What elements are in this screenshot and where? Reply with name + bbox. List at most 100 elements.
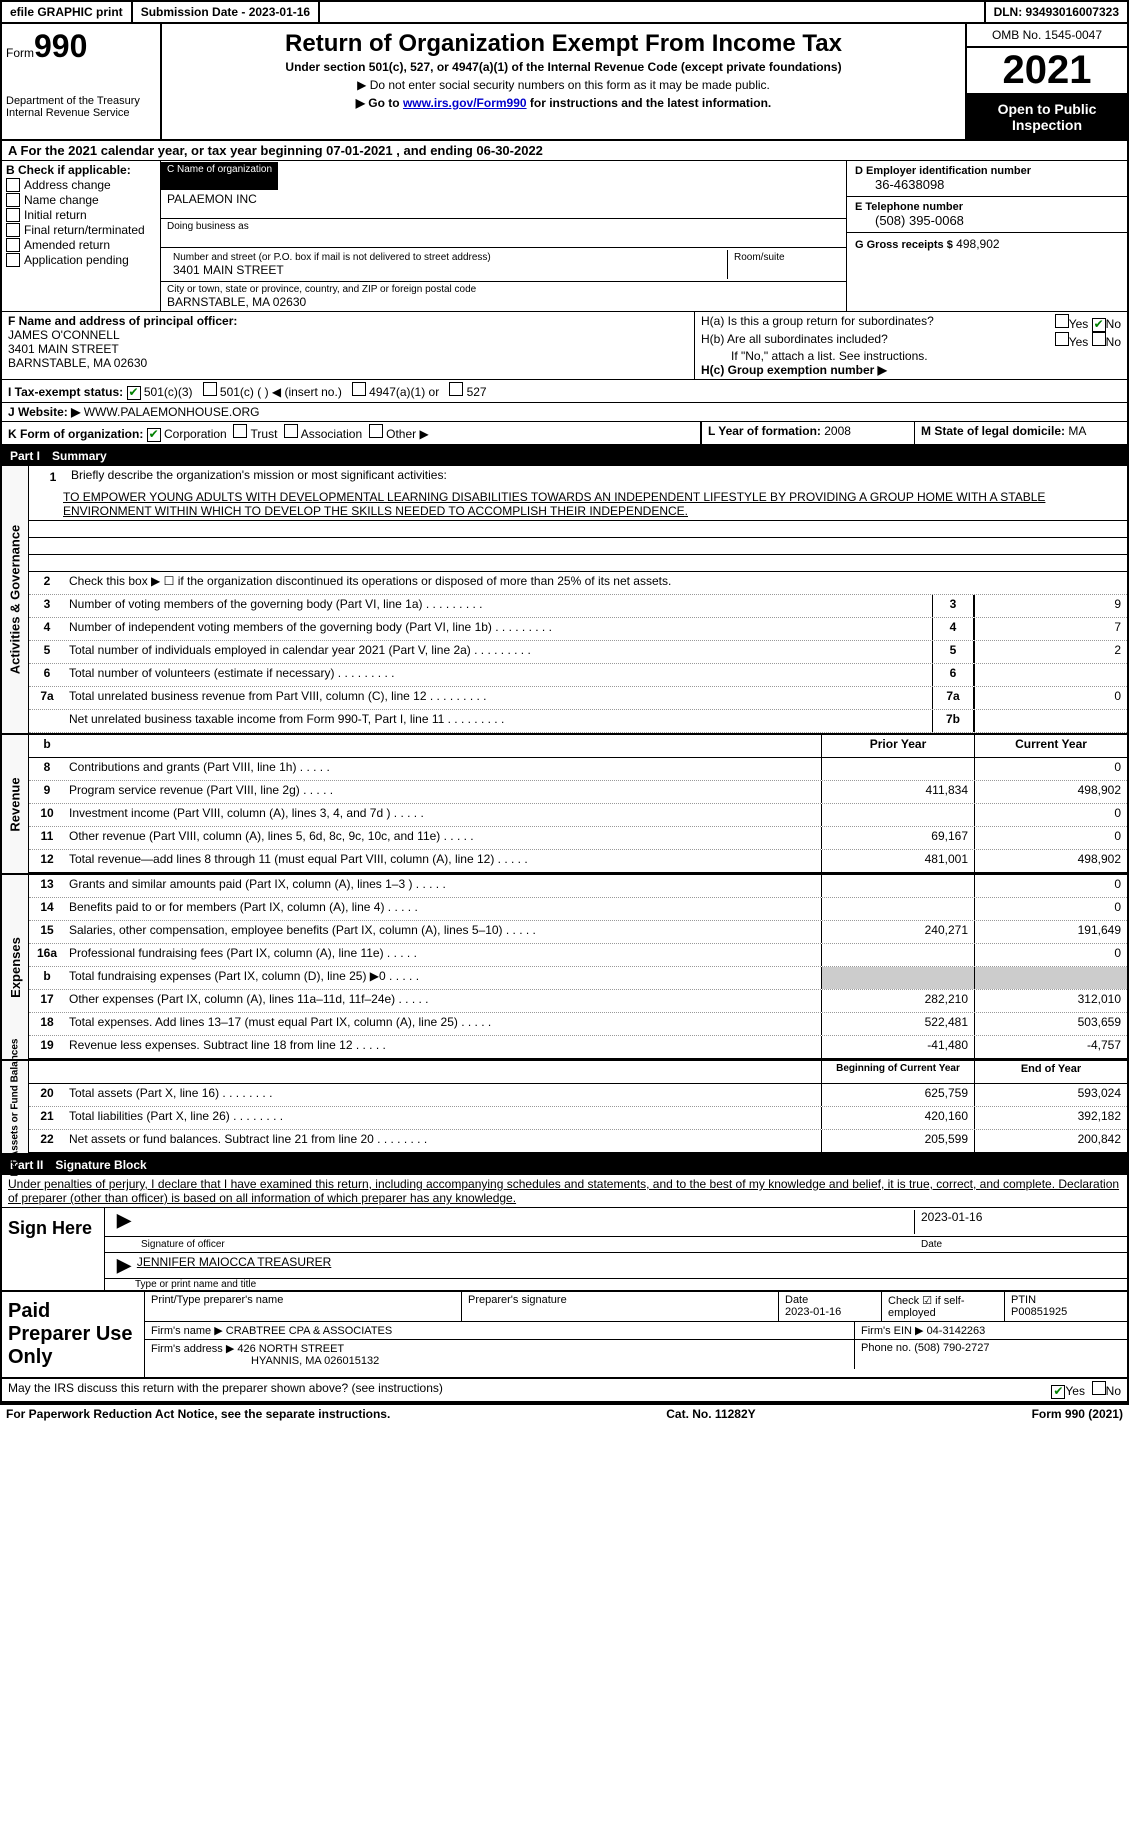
section-b-header: B Check if applicable: [6,163,156,177]
gross-value: 498,902 [956,237,999,251]
footer-right: Form 990 (2021) [1032,1407,1123,1421]
signer-name: JENNIFER MAIOCCA TREASURER [137,1255,331,1276]
website-label: J Website: ▶ [8,405,80,419]
declaration: Under penalties of perjury, I declare th… [0,1175,1129,1207]
officer-addr1: 3401 MAIN STREET [8,342,688,356]
section-f: F Name and address of principal officer:… [2,312,695,379]
cb-501c[interactable] [203,382,217,396]
name-title-label: Type or print name and title [105,1279,1127,1290]
current-year-header: Current Year [974,735,1127,757]
part1-label: Part I [10,449,40,463]
phone-label: E Telephone number [855,201,1119,213]
discuss-row: May the IRS discuss this return with the… [0,1379,1129,1403]
sign-block: Sign Here ▶ 2023-01-16 Signature of offi… [0,1207,1129,1292]
cb-4947[interactable] [352,382,366,396]
tax-year: 2021 [967,48,1127,95]
officer-label: F Name and address of principal officer: [8,314,688,328]
begin-year-header: Beginning of Current Year [821,1061,974,1083]
org-name: PALAEMON INC [167,192,840,206]
city-label: City or town, state or province, country… [167,284,840,295]
summary-line: Net unrelated business taxable income fr… [29,710,1127,733]
revenue-line: 9 Program service revenue (Part VIII, li… [29,781,1127,804]
form-header: Form990 Department of the Treasury Inter… [0,24,1129,141]
efile-print[interactable]: efile GRAPHIC print [2,2,133,22]
cb-amended[interactable]: Amended return [6,238,156,252]
section-b: B Check if applicable: Address change Na… [2,161,161,311]
part2-title: Signature Block [55,1158,146,1172]
room-label: Room/suite [734,252,834,263]
gross-label: G Gross receipts $ [855,239,953,251]
calendar-year: A For the 2021 calendar year, or tax yea… [0,141,1129,161]
hc-label: H(c) Group exemption number ▶ [701,363,1121,377]
cb-527[interactable] [449,382,463,396]
row-j: J Website: ▶ WWW.PALAEMONHOUSE.ORG [0,403,1129,422]
officer-addr2: BARNSTABLE, MA 02630 [8,356,688,370]
phone-value: (508) 395-0068 [855,213,1119,228]
netasset-line: 20 Total assets (Part X, line 16) . . . … [29,1084,1127,1107]
submission-date: Submission Date - 2023-01-16 [133,2,320,22]
preparer-block: Paid Preparer Use Only Print/Type prepar… [0,1292,1129,1379]
cb-corp[interactable] [147,428,161,442]
sign-here-label: Sign Here [2,1208,105,1290]
section-h: H(a) Is this a group return for subordin… [695,312,1127,379]
cb-final-return[interactable]: Final return/terminated [6,223,156,237]
state-domicile: MA [1068,424,1086,438]
expense-line: b Total fundraising expenses (Part IX, c… [29,967,1127,990]
summary-line: 3 Number of voting members of the govern… [29,595,1127,618]
cb-trust[interactable] [233,424,247,438]
top-bar: efile GRAPHIC print Submission Date - 20… [0,0,1129,24]
arrow-icon: ▶ [111,1210,137,1234]
officer-name: JAMES O'CONNELL [8,328,688,342]
revenue-line: 11 Other revenue (Part VIII, column (A),… [29,827,1127,850]
addr-value: 3401 MAIN STREET [173,263,721,277]
expenses-section: Expenses 13 Grants and similar amounts p… [0,875,1129,1061]
header-left: Form990 Department of the Treasury Inter… [2,24,162,139]
cb-other[interactable] [369,424,383,438]
netassets-section: Net Assets or Fund Balances Beginning of… [0,1061,1129,1155]
discuss-yes[interactable] [1051,1385,1065,1399]
netasset-line: 22 Net assets or fund balances. Subtract… [29,1130,1127,1153]
section-d: D Employer identification number 36-4638… [846,161,1127,311]
cb-app-pending[interactable]: Application pending [6,253,156,267]
cb-address-change[interactable]: Address change [6,178,156,192]
firm-name: CRABTREE CPA & ASSOCIATES [226,1325,392,1337]
cb-initial-return[interactable]: Initial return [6,208,156,222]
part1-header: Part I Summary [0,446,1129,466]
hb-no[interactable] [1092,332,1106,346]
end-year-header: End of Year [974,1061,1127,1083]
revenue-tab: Revenue [2,735,29,873]
year-formation: 2008 [824,424,851,438]
expense-line: 14 Benefits paid to or for members (Part… [29,898,1127,921]
form-prefix: Form [6,46,34,60]
discuss-no[interactable] [1092,1381,1106,1395]
cb-assoc[interactable] [284,424,298,438]
revenue-line: 12 Total revenue—add lines 8 through 11 … [29,850,1127,873]
irs-link[interactable]: www.irs.gov/Form990 [403,96,527,110]
page-footer: For Paperwork Reduction Act Notice, see … [0,1403,1129,1423]
revenue-line: 10 Investment income (Part VIII, column … [29,804,1127,827]
open-inspection: Open to Public Inspection [967,95,1127,139]
hb-yes[interactable] [1055,332,1069,346]
sign-date: 2023-01-16 [914,1210,1121,1234]
section-bcd: B Check if applicable: Address change Na… [0,161,1129,312]
firm-addr1: 426 NORTH STREET [237,1343,344,1355]
section-c: C Name of organization PALAEMON INC Doin… [161,161,846,311]
footer-left: For Paperwork Reduction Act Notice, see … [6,1407,390,1421]
expense-line: 15 Salaries, other compensation, employe… [29,921,1127,944]
expenses-tab: Expenses [2,875,29,1059]
netassets-tab: Net Assets or Fund Balances [2,1061,29,1153]
ha-yes[interactable] [1055,314,1069,328]
ha-no[interactable] [1092,318,1106,332]
summary-line: 5 Total number of individuals employed i… [29,641,1127,664]
summary-line: 7a Total unrelated business revenue from… [29,687,1127,710]
cb-501c3[interactable] [127,386,141,400]
ha-label: H(a) Is this a group return for subordin… [701,314,934,332]
section-fh: F Name and address of principal officer:… [0,312,1129,380]
firm-ein: 04-3142263 [927,1325,986,1337]
form-subtitle: Under section 501(c), 527, or 4947(a)(1)… [170,60,957,74]
mission-text: TO EMPOWER YOUNG ADULTS WITH DEVELOPMENT… [29,488,1127,521]
governance-tab: Activities & Governance [2,466,29,733]
netasset-line: 21 Total liabilities (Part X, line 26) .… [29,1107,1127,1130]
cb-name-change[interactable]: Name change [6,193,156,207]
arrow-icon: ▶ [111,1255,137,1276]
